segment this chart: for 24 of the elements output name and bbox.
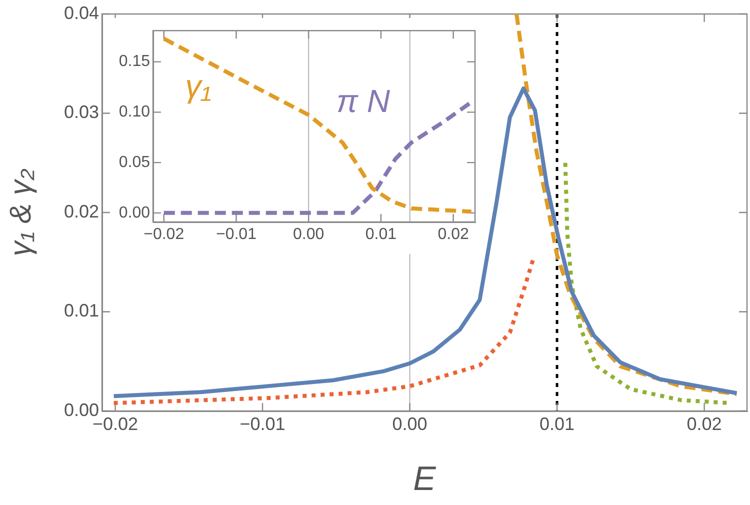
y-axis-title: γ₁ & γ₂ [4,168,38,256]
y-tick-label: 0.05 [118,154,150,171]
x-tick-label: 0.02 [686,414,722,434]
y-tick-label: 0.00 [64,400,99,420]
x-tick-label: 0.00 [392,414,428,434]
x-axis-title: E [413,460,436,498]
series-label: π N [336,83,391,120]
x-tick-label: −0.01 [240,414,286,434]
y-tick-label: 0.04 [64,2,99,23]
x-tick-label: 0.02 [438,226,469,244]
series-label: γ₁ [185,68,212,104]
line-series [162,36,474,214]
y-tick-label: 0.10 [118,104,150,121]
x-tick-label: 0.01 [540,414,575,434]
y-tick-label: 0.03 [64,102,99,122]
line-series [514,14,739,396]
y-tick-label: 0.01 [64,300,99,321]
x-tick-label: −0.02 [144,226,184,244]
x-tick-label: 0.01 [365,226,397,244]
x-tick-label: 0.00 [293,226,324,244]
y-tick-label: 0.02 [64,201,99,222]
x-tick-label: −0.01 [216,226,257,244]
y-tick-label: 0.00 [118,204,150,222]
y-tick-label: 0.15 [118,53,150,70]
